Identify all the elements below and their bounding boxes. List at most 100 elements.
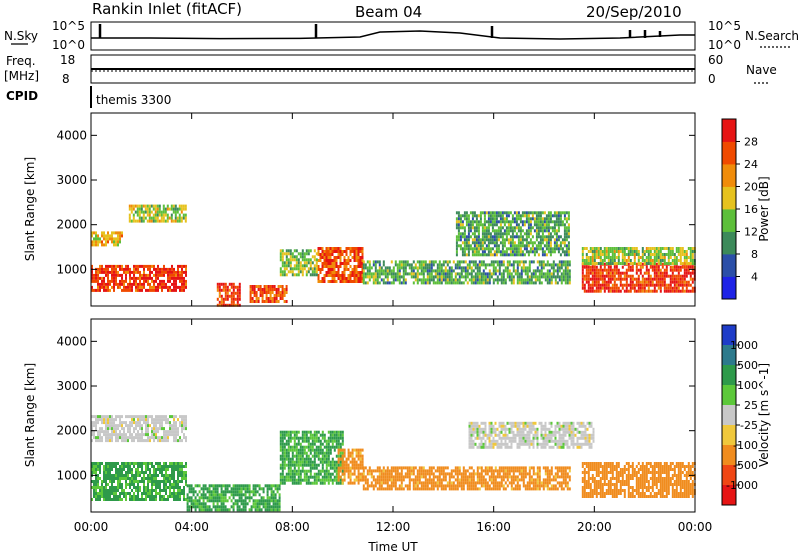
power-cell [497, 232, 500, 236]
power-cell [325, 262, 328, 265]
power-cell [327, 250, 330, 253]
velocity-cell [139, 421, 141, 425]
power-echo-region [249, 285, 288, 303]
power-cell [380, 266, 383, 270]
power-cell [455, 217, 458, 221]
velocity-cell [147, 489, 149, 492]
velocity-cell [123, 492, 125, 495]
power-cell [436, 281, 439, 285]
power-cell [136, 210, 139, 214]
power-cell [323, 253, 326, 256]
power-cell [491, 247, 494, 251]
velocity-cell [115, 439, 117, 443]
power-cell [182, 213, 185, 217]
velocity-cell [305, 481, 308, 485]
velocity-cell [404, 475, 407, 479]
velocity-cell [329, 475, 332, 479]
power-cell [333, 280, 336, 283]
velocity-cell [188, 490, 191, 494]
power-cell [685, 286, 688, 290]
velocity-cell [313, 460, 316, 464]
velocity-cell [129, 477, 131, 480]
velocity-cell [329, 463, 332, 467]
velocity-cell [301, 460, 304, 464]
power-cell [430, 266, 433, 270]
velocity-cell [295, 469, 298, 473]
velocity-cell [333, 445, 336, 449]
power-cell [568, 275, 571, 279]
power-cell [154, 216, 157, 220]
velocity-cell [111, 498, 113, 501]
power-cell [289, 267, 292, 271]
power-cell [181, 264, 183, 268]
velocity-cell [285, 472, 288, 476]
velocity-cell [135, 415, 137, 419]
power-cell [681, 247, 684, 250]
power-cell [255, 297, 258, 300]
power-cell [524, 281, 527, 285]
velocity-cell [272, 496, 275, 500]
power-cell [613, 247, 616, 250]
power-cell [489, 250, 492, 254]
velocity-cell [155, 433, 157, 437]
power-cell [545, 235, 548, 239]
power-cell [647, 253, 650, 256]
power-cell [303, 261, 306, 265]
power-cell [583, 289, 586, 293]
velocity-cell [254, 484, 257, 488]
velocity-cell [319, 481, 322, 485]
power-cell [224, 294, 227, 298]
power-cell [91, 264, 93, 268]
power-cell [335, 265, 338, 268]
power-cell [386, 272, 389, 276]
velocity-cell [309, 466, 312, 470]
power-cell [629, 265, 632, 269]
power-cell [111, 231, 113, 235]
power-cell [232, 300, 235, 304]
velocity-cell [283, 460, 286, 464]
velocity-cell [105, 433, 107, 437]
power-cell [534, 272, 537, 276]
velocity-cell [131, 495, 133, 498]
power-cell [492, 269, 495, 273]
velocity-cell [157, 462, 159, 465]
velocity-cell [236, 508, 239, 512]
power-cell [607, 271, 610, 275]
velocity-cell [355, 475, 358, 479]
power-cell [665, 286, 668, 290]
power-cell [494, 266, 497, 270]
power-cell [613, 277, 616, 281]
power-cell [489, 238, 492, 242]
velocity-cell [311, 463, 314, 467]
velocity-cell [303, 445, 306, 449]
velocity-cell [202, 487, 205, 491]
power-cell [170, 216, 173, 220]
power-cell [505, 253, 508, 257]
power-cell [669, 274, 672, 278]
power-cell [329, 262, 332, 265]
power-cell [313, 255, 316, 259]
velocity-cell [244, 499, 247, 503]
velocity-cell [337, 472, 340, 476]
power-cell [291, 273, 294, 277]
power-cell [131, 288, 133, 292]
velocity-cell [155, 477, 157, 480]
velocity-cell [175, 439, 177, 443]
power-cell [485, 247, 488, 251]
power-cell [444, 281, 447, 285]
power-cell [457, 232, 460, 236]
power-cell [251, 297, 254, 300]
power-cell [518, 281, 521, 285]
power-cell [174, 210, 177, 214]
power-cell [673, 280, 676, 284]
velocity-cell [105, 415, 107, 419]
velocity-cell [351, 460, 354, 464]
velocity-cell [133, 480, 135, 483]
velocity-cell [278, 508, 281, 512]
velocity-cell [210, 490, 213, 494]
velocity-cell [362, 478, 365, 482]
velocity-cell [357, 469, 360, 473]
power-cell [517, 229, 520, 233]
power-cell [99, 237, 101, 241]
velocity-cell [214, 505, 217, 509]
